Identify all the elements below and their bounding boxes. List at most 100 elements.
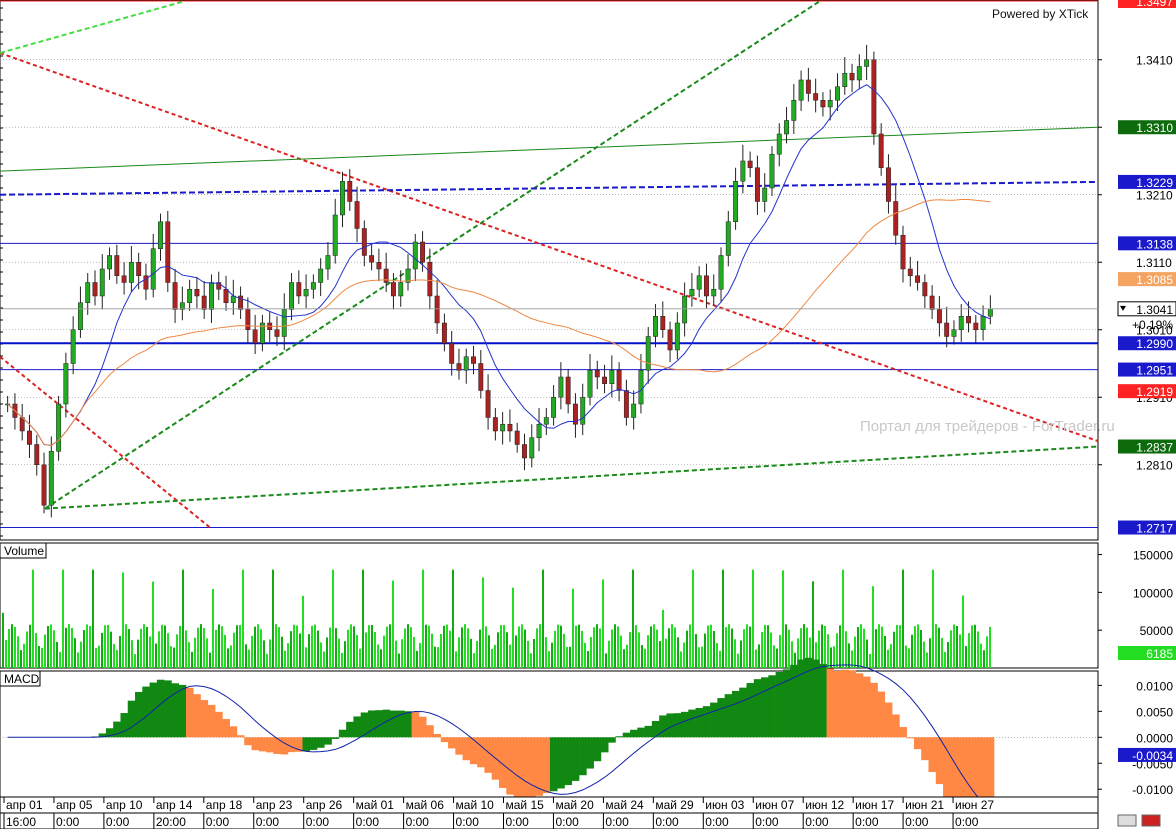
- price-level-badge: [1118, 272, 1176, 287]
- candle-body: [274, 329, 280, 337]
- candle-body: [318, 268, 324, 283]
- time-label: 0:00: [905, 815, 929, 829]
- volume-panel[interactable]: Volume 150000 100000 50000 6185: [0, 542, 1176, 669]
- volume-bar: [233, 632, 235, 668]
- candle-body: [682, 295, 688, 324]
- volume-bar: [815, 642, 817, 668]
- volume-bar: [611, 629, 613, 668]
- macd-bar: [404, 711, 412, 738]
- macd-bar: [986, 737, 995, 822]
- volume-bar: [713, 631, 715, 668]
- price-panel[interactable]: 1.34101.33101.32101.31101.30101.29101.28…: [0, 0, 1176, 788]
- volume-bar: [968, 633, 970, 668]
- candle-body: [514, 430, 520, 445]
- volume-bar: [56, 641, 58, 668]
- macd-panel[interactable]: MACD0.01000.00500.0000-0.0050-0.0100-0.0…: [0, 657, 1176, 828]
- volume-bar: [485, 626, 487, 668]
- volume-bar: [509, 644, 511, 668]
- volume-bar: [275, 624, 277, 668]
- volume-bar: [590, 637, 592, 668]
- volume-bar: [797, 638, 799, 668]
- volume-bar: [923, 641, 925, 668]
- time-label: 0:00: [505, 815, 529, 829]
- price-level-badge: [1118, 439, 1176, 454]
- volume-bar: [2, 612, 4, 668]
- date-label: июн 17: [855, 798, 894, 812]
- macd-bar: [389, 710, 398, 738]
- volume-bar: [95, 648, 97, 668]
- candle-body: [572, 403, 578, 425]
- volume-bar: [542, 569, 544, 668]
- volume-bar: [371, 624, 373, 668]
- price-level-badge: [1118, 120, 1176, 135]
- macd-bar: [739, 687, 747, 738]
- candle-body: [936, 309, 942, 324]
- volume-bar: [332, 569, 334, 668]
- uptrend-line-upper: [0, 0, 186, 54]
- volume-bar: [818, 630, 820, 668]
- volume-bar: [665, 638, 667, 668]
- volume-bar: [902, 569, 904, 668]
- volume-bar: [35, 633, 37, 668]
- candle-body: [63, 363, 69, 405]
- candle-body: [398, 282, 404, 297]
- macd-bar: [477, 737, 485, 768]
- volume-bar: [782, 570, 784, 668]
- macd-bar: [615, 736, 624, 738]
- volume-bar: [494, 644, 496, 668]
- volume-bar: [302, 595, 304, 668]
- macd-bar: [600, 737, 609, 753]
- candle-body: [92, 282, 98, 297]
- volume-bar: [53, 630, 55, 668]
- volume-bar: [425, 624, 427, 668]
- macd-bar: [397, 710, 405, 738]
- macd-current-label: -0.0034: [1132, 749, 1173, 763]
- candle-body: [645, 336, 651, 371]
- volume-bar: [284, 650, 286, 668]
- candle-body: [958, 315, 964, 330]
- macd-bar: [346, 721, 354, 738]
- candle-body: [827, 99, 833, 108]
- date-label: май 15: [505, 798, 544, 812]
- volume-bar: [650, 626, 652, 668]
- uptrend-line: [44, 0, 821, 510]
- volume-bar: [374, 632, 376, 668]
- volume-bar: [749, 626, 751, 668]
- volume-bar: [185, 630, 187, 668]
- candle-body: [718, 255, 724, 290]
- macd-bar: [557, 737, 565, 789]
- date-label: апр 14: [156, 798, 193, 812]
- volume-bar: [83, 630, 85, 668]
- volume-bar: [893, 631, 895, 668]
- macd-bar: [433, 734, 442, 738]
- macd-bar: [127, 700, 136, 738]
- price-level-label: 1.2990: [1136, 337, 1173, 351]
- volume-bar: [671, 624, 673, 668]
- candle-body: [653, 315, 658, 337]
- price-level-badge: [1118, 236, 1176, 251]
- volume-bar: [863, 628, 865, 668]
- volume-bar: [482, 577, 484, 668]
- macd-bar: [804, 657, 813, 738]
- zoom-icon: [1117, 814, 1137, 827]
- volume-bar: [5, 639, 7, 668]
- volume-bar: [179, 625, 181, 668]
- volume-bar: [911, 634, 913, 668]
- volume-bar: [842, 569, 844, 668]
- macd-bar: [244, 737, 252, 746]
- candle-body: [594, 369, 600, 378]
- volume-bar: [692, 569, 694, 668]
- volume-bar: [506, 632, 508, 668]
- volume-bar: [905, 645, 907, 668]
- macd-bar: [338, 729, 347, 738]
- volume-bar: [839, 625, 841, 668]
- macd-bar: [790, 664, 798, 738]
- volume-bar: [92, 569, 94, 668]
- candle-body: [48, 450, 54, 506]
- volume-bar: [548, 651, 550, 668]
- candle-body: [434, 295, 440, 324]
- macd-bar: [812, 659, 820, 738]
- volume-bar: [398, 653, 400, 668]
